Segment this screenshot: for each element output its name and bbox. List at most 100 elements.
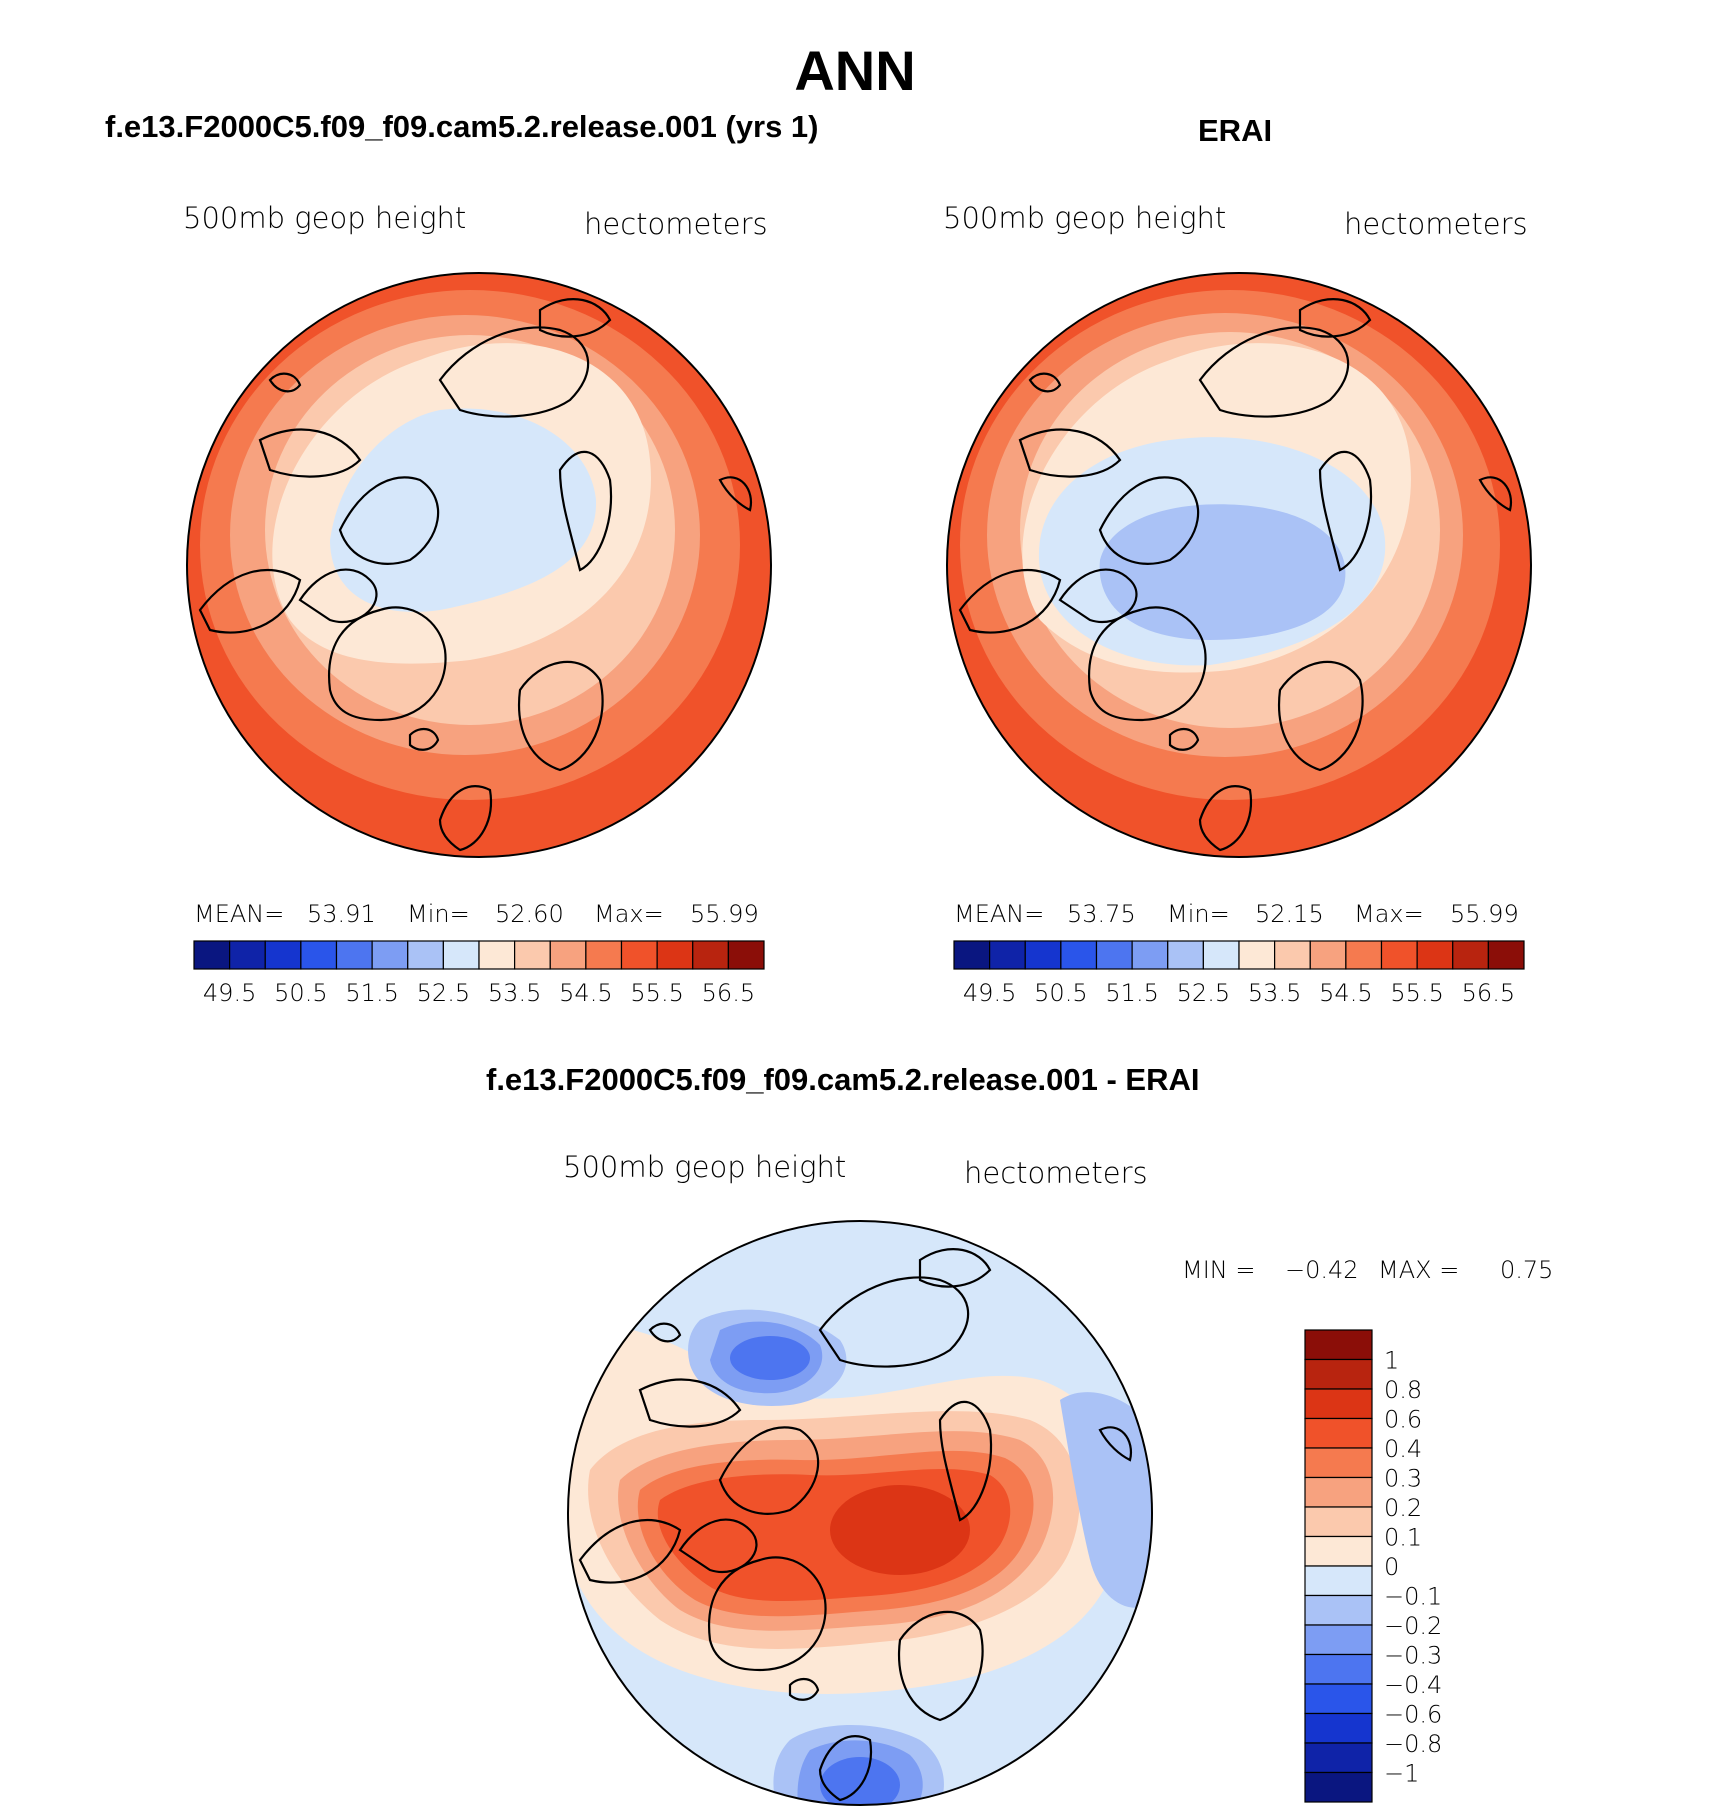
colorbar-swatch (1304, 1476, 1373, 1508)
panel-obs: ERAI 500mb geop height hectometers (943, 113, 1532, 1007)
colorbar-swatch (1304, 1594, 1373, 1626)
panel-obs-min-value: 52.15 (1255, 900, 1324, 928)
colorbar-tick-label: 0.2 (1384, 1494, 1422, 1522)
colorbar-swatch (1380, 940, 1418, 970)
colorbar-swatch (1304, 1653, 1373, 1685)
colorbar-tick-label: 55.5 (630, 979, 683, 1007)
colorbar-tick-label: 55.5 (1390, 979, 1443, 1007)
panel-model-units-label: hectometers (584, 207, 768, 241)
colorbar-swatch (300, 940, 338, 970)
colorbar-swatch (1304, 1358, 1373, 1390)
panel-model-max-value: 55.99 (690, 900, 759, 928)
panel-diff-title: f.e13.F2000C5.f09_f09.cam5.2.release.001… (486, 1062, 1199, 1097)
colorbar-swatch (1202, 940, 1240, 970)
colorbar-tick-label: 1 (1384, 1347, 1399, 1375)
panel-obs-min-label: Min= (1167, 900, 1230, 928)
colorbar-tick-label: 51.5 (1105, 979, 1158, 1007)
colorbar-tick-label: 0.3 (1384, 1465, 1422, 1493)
colorbar-swatch (727, 940, 765, 970)
colorbar-swatch (1304, 1388, 1373, 1420)
colorbar-swatch (264, 940, 302, 970)
panel-model-min-value: 52.60 (495, 900, 564, 928)
colorbar-swatch (407, 940, 444, 970)
colorbar-swatch (1060, 940, 1098, 970)
colorbar-swatch (1487, 940, 1525, 970)
colorbar-tick-label: 56.5 (702, 979, 755, 1007)
colorbar-swatch (1304, 1506, 1373, 1538)
panel-model-map-border (186, 272, 772, 858)
colorbar-tick-label: −0.3 (1384, 1642, 1442, 1670)
colorbar-swatch (989, 940, 1026, 970)
colorbar-swatch (692, 940, 729, 970)
panel-diff-min-value: −0.42 (1285, 1256, 1359, 1284)
colorbar-tick-label: 52.5 (417, 979, 470, 1007)
colorbar-swatch (1131, 940, 1169, 970)
panel-model-colorbar (193, 940, 765, 970)
colorbar-swatch (478, 940, 516, 970)
contour-band (730, 1336, 810, 1380)
colorbar-swatch (1304, 1447, 1373, 1479)
colorbar-tick-label: 50.5 (274, 979, 327, 1007)
colorbar-swatch (193, 940, 231, 970)
panel-obs-title: ERAI (1198, 113, 1272, 148)
colorbar-tick-label: −0.1 (1384, 1583, 1442, 1611)
colorbar-tick-label: 50.5 (1034, 979, 1087, 1007)
panel-model-mean-label: MEAN= (194, 900, 284, 928)
colorbar-swatch (1304, 1329, 1373, 1361)
colorbar-tick-label: 0.1 (1384, 1524, 1422, 1552)
colorbar-swatch (656, 940, 694, 970)
figure-title: ANN (794, 39, 916, 102)
panel-diff-max-value: 0.75 (1500, 1256, 1553, 1284)
panel-model-variable-label: 500mb geop height (183, 201, 466, 235)
colorbar-tick-label: 0 (1384, 1553, 1399, 1581)
colorbar-tick-label: −0.8 (1384, 1730, 1442, 1758)
colorbar-swatch (1238, 940, 1276, 970)
coastlines (958, 298, 1513, 852)
panel-diff-units-label: hectometers (964, 1156, 1148, 1190)
panel-obs-max-label: Max= (1354, 900, 1424, 928)
colorbar-swatch (1095, 940, 1133, 970)
colorbar-swatch (1304, 1712, 1373, 1744)
colorbar-swatch (953, 940, 991, 970)
panel-obs-map-border (946, 272, 1532, 858)
colorbar-swatch (549, 940, 587, 970)
colorbar-swatch (1304, 1771, 1373, 1803)
colorbar-tick-label: 49.5 (963, 979, 1016, 1007)
colorbar-tick-label: 52.5 (1177, 979, 1230, 1007)
panel-diff-map (568, 1221, 1152, 1805)
colorbar-tick-label: −1 (1384, 1760, 1419, 1788)
panel-model-mean-value: 53.91 (307, 900, 376, 928)
colorbar-tick-label: 54.5 (1319, 979, 1372, 1007)
colorbar-swatch (620, 940, 658, 970)
panel-model-map (187, 273, 771, 857)
colorbar-tick-label: 53.5 (488, 979, 541, 1007)
contour-band (830, 1485, 970, 1575)
colorbar-tick-label: 0.6 (1384, 1406, 1422, 1434)
colorbar-swatch (335, 940, 373, 970)
panel-model-colorbar-ticks: 49.5 50.5 51.5 52.5 53.5 54.5 55.5 56.5 (203, 979, 755, 1007)
panel-model: f.e13.F2000C5.f09_f09.cam5.2.release.001… (105, 109, 819, 1007)
coastlines (198, 298, 753, 852)
colorbar-swatch (1452, 940, 1489, 970)
colorbar-tick-label: −0.2 (1384, 1612, 1442, 1640)
colorbar-swatch (514, 940, 551, 970)
colorbar-swatch (1304, 1683, 1373, 1715)
panel-obs-variable-label: 500mb geop height (943, 201, 1226, 235)
colorbar-swatch (1304, 1565, 1373, 1597)
colorbar-tick-label: 0.4 (1384, 1435, 1422, 1463)
contour-band (1099, 504, 1346, 640)
panel-diff-map-border (567, 1220, 1153, 1806)
colorbar-swatch (1274, 940, 1311, 970)
colorbar-swatch (1304, 1417, 1373, 1449)
colorbar-swatch (229, 940, 266, 970)
panel-obs-colorbar (953, 940, 1525, 970)
panel-diff-max-label: MAX = (1378, 1256, 1459, 1284)
panel-diff-colorbar (1304, 1329, 1373, 1803)
colorbar-tick-label: 0.8 (1384, 1376, 1422, 1404)
colorbar-tick-label: 49.5 (203, 979, 256, 1007)
panel-diff: f.e13.F2000C5.f09_f09.cam5.2.release.001… (486, 1062, 1553, 1806)
colorbar-tick-label: 54.5 (559, 979, 612, 1007)
colorbar-swatch (1024, 940, 1062, 970)
colorbar-swatch (1304, 1624, 1373, 1656)
